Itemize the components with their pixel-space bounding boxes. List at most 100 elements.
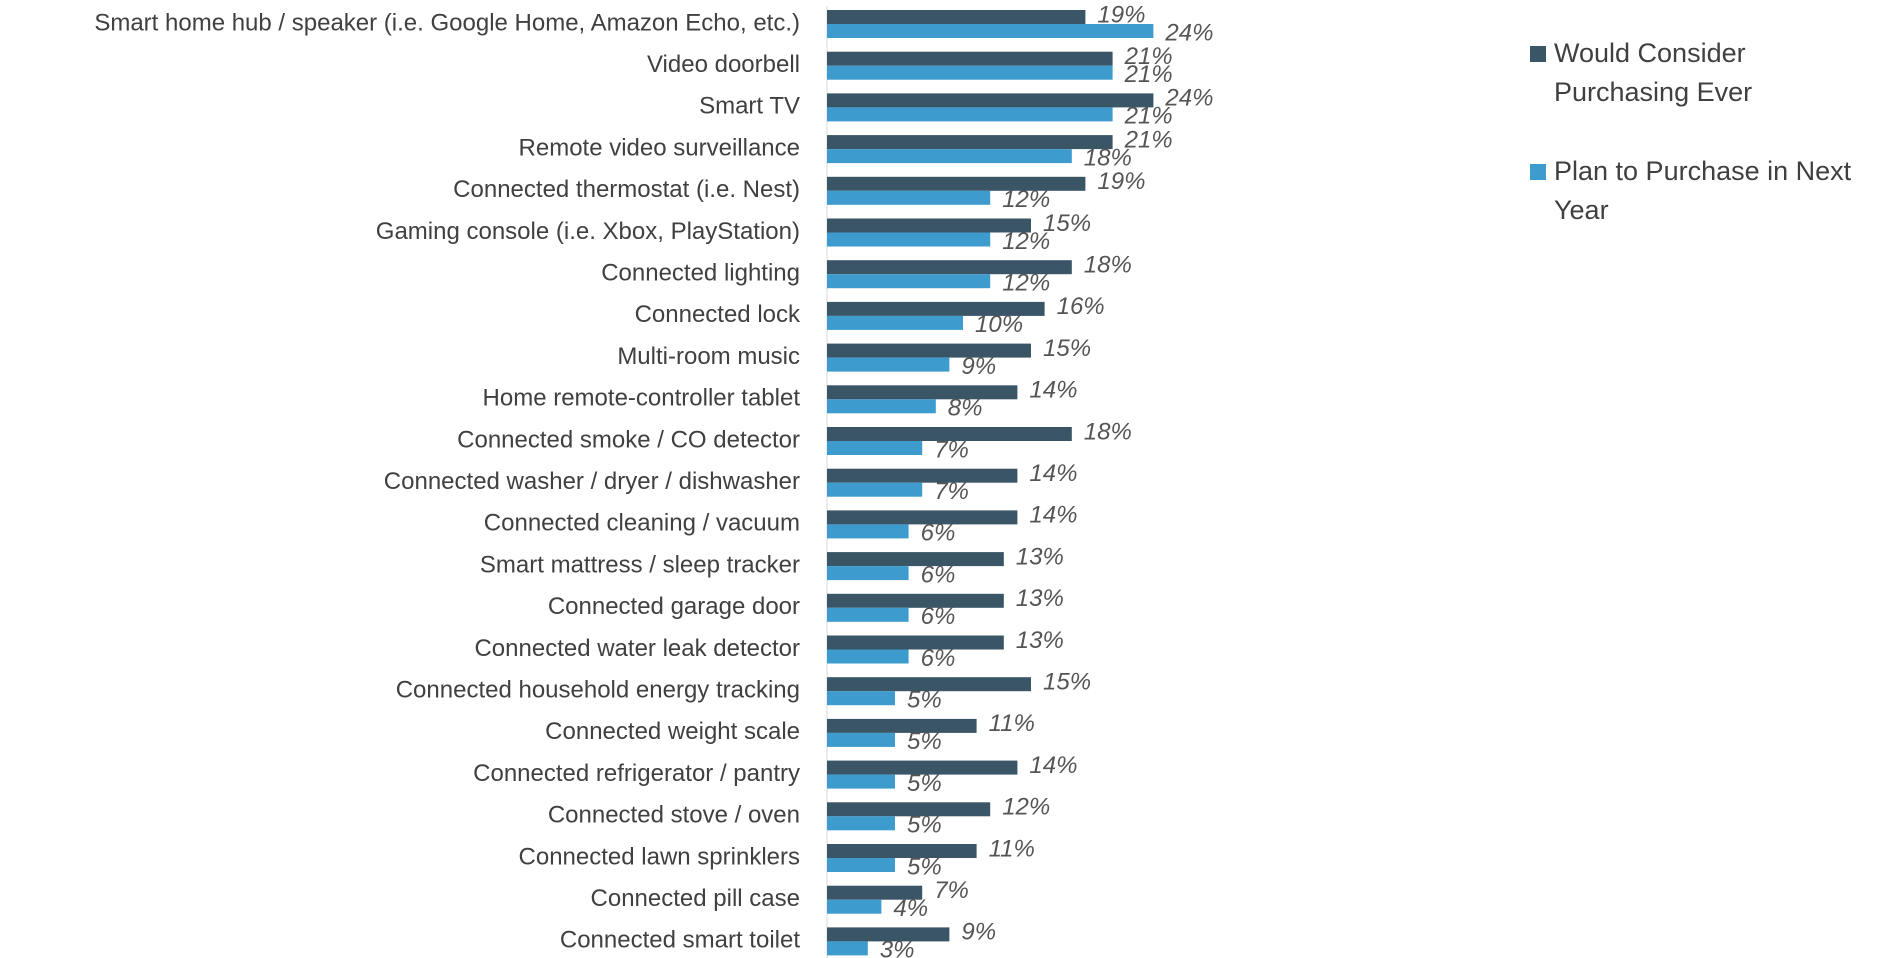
bar xyxy=(827,760,1018,775)
bar xyxy=(827,399,936,414)
legend: Would Consider Purchasing Ever Plan to Pu… xyxy=(1530,34,1870,270)
bar xyxy=(827,24,1154,38)
value-label: 8% xyxy=(948,395,983,422)
bar xyxy=(827,593,1004,608)
bar xyxy=(827,885,923,900)
value-label: 5% xyxy=(907,812,942,839)
category-label: Connected lock xyxy=(635,301,801,328)
value-label: 13% xyxy=(1016,543,1064,570)
category-label: Connected smoke / CO detector xyxy=(457,426,800,453)
bar xyxy=(827,107,1113,122)
value-label: 5% xyxy=(907,687,942,714)
bar xyxy=(827,482,923,497)
value-label: 21% xyxy=(1124,103,1173,130)
value-label: 18% xyxy=(1084,144,1132,171)
bar xyxy=(827,315,963,330)
category-label: Connected pill case xyxy=(591,885,800,912)
category-label: Video doorbell xyxy=(647,51,800,78)
bar xyxy=(827,468,1018,483)
value-label: 5% xyxy=(907,853,942,880)
value-label: 24% xyxy=(1164,85,1213,112)
value-label: 6% xyxy=(921,520,956,547)
category-label: Home remote-controller tablet xyxy=(483,385,801,412)
value-label: 19% xyxy=(1097,1,1145,28)
bar xyxy=(827,607,909,622)
legend-item: Plan to Purchase in Next Year xyxy=(1530,152,1870,230)
bar xyxy=(827,774,895,789)
value-label: 7% xyxy=(934,436,969,463)
category-label: Multi-room music xyxy=(617,343,800,370)
category-label: Remote video surveillance xyxy=(519,134,800,161)
value-label: 11% xyxy=(989,835,1035,862)
value-label: 12% xyxy=(1002,228,1050,255)
bar xyxy=(827,844,977,858)
bar xyxy=(827,427,1072,441)
category-label: Connected thermostat (i.e. Nest) xyxy=(453,176,800,203)
category-label: Connected smart toilet xyxy=(560,927,800,954)
category-label: Connected garage door xyxy=(548,593,800,620)
bar xyxy=(827,10,1086,24)
bar xyxy=(827,260,1072,275)
bar xyxy=(827,510,1018,525)
legend-swatch xyxy=(1530,164,1546,180)
bar xyxy=(827,149,1072,164)
value-label: 9% xyxy=(961,353,996,380)
value-label: 14% xyxy=(1029,460,1077,487)
bar xyxy=(827,899,882,914)
bar xyxy=(827,135,1113,150)
bar xyxy=(827,718,977,733)
value-label: 6% xyxy=(921,645,956,672)
bar xyxy=(827,941,868,956)
bar xyxy=(827,566,909,581)
bar xyxy=(827,301,1045,316)
bar xyxy=(827,176,1086,191)
value-label: 6% xyxy=(921,561,956,588)
value-label: 15% xyxy=(1043,210,1091,237)
bar xyxy=(827,93,1154,108)
value-label: 15% xyxy=(1043,669,1091,696)
bar xyxy=(827,65,1113,80)
bar xyxy=(827,816,895,831)
category-label: Smart mattress / sleep tracker xyxy=(480,551,800,578)
value-label: 14% xyxy=(1029,752,1077,779)
value-label: 14% xyxy=(1029,502,1077,529)
bar xyxy=(827,218,1031,233)
category-label: Connected refrigerator / pantry xyxy=(473,760,800,787)
value-label: 9% xyxy=(961,919,996,946)
bar xyxy=(827,802,991,817)
category-label: Connected lighting xyxy=(601,260,800,287)
value-label: 6% xyxy=(921,603,956,630)
value-label: 14% xyxy=(1029,377,1077,404)
value-label: 21% xyxy=(1124,43,1173,70)
value-label: 18% xyxy=(1084,418,1132,445)
value-label: 13% xyxy=(1016,627,1064,654)
category-label: Gaming console (i.e. Xbox, PlayStation) xyxy=(376,218,800,245)
value-label: 21% xyxy=(1124,61,1173,88)
bar xyxy=(827,677,1031,692)
value-label: 12% xyxy=(1002,186,1050,213)
bar xyxy=(827,441,923,455)
value-label: 5% xyxy=(907,728,942,755)
legend-item: Would Consider Purchasing Ever xyxy=(1530,34,1870,112)
bar xyxy=(827,927,950,942)
category-label: Connected washer / dryer / dishwasher xyxy=(384,468,800,495)
value-label: 4% xyxy=(893,895,928,922)
value-label: 13% xyxy=(1016,585,1064,612)
value-label: 18% xyxy=(1084,252,1132,279)
value-label: 12% xyxy=(1002,794,1050,821)
value-label: 21% xyxy=(1124,126,1173,153)
bar xyxy=(827,343,1031,358)
value-label: 7% xyxy=(934,877,969,904)
value-label: 3% xyxy=(880,937,915,958)
bar xyxy=(827,552,1004,567)
category-label: Connected cleaning / vacuum xyxy=(484,510,800,537)
bar xyxy=(827,385,1018,400)
bar xyxy=(827,858,895,872)
category-label: Smart home hub / speaker (i.e. Google Ho… xyxy=(94,9,800,36)
bar xyxy=(827,51,1113,66)
bar xyxy=(827,524,909,539)
legend-label: Plan to Purchase in Next Year xyxy=(1554,156,1852,225)
legend-label: Would Consider Purchasing Ever xyxy=(1554,38,1753,107)
value-label: 7% xyxy=(934,478,969,505)
